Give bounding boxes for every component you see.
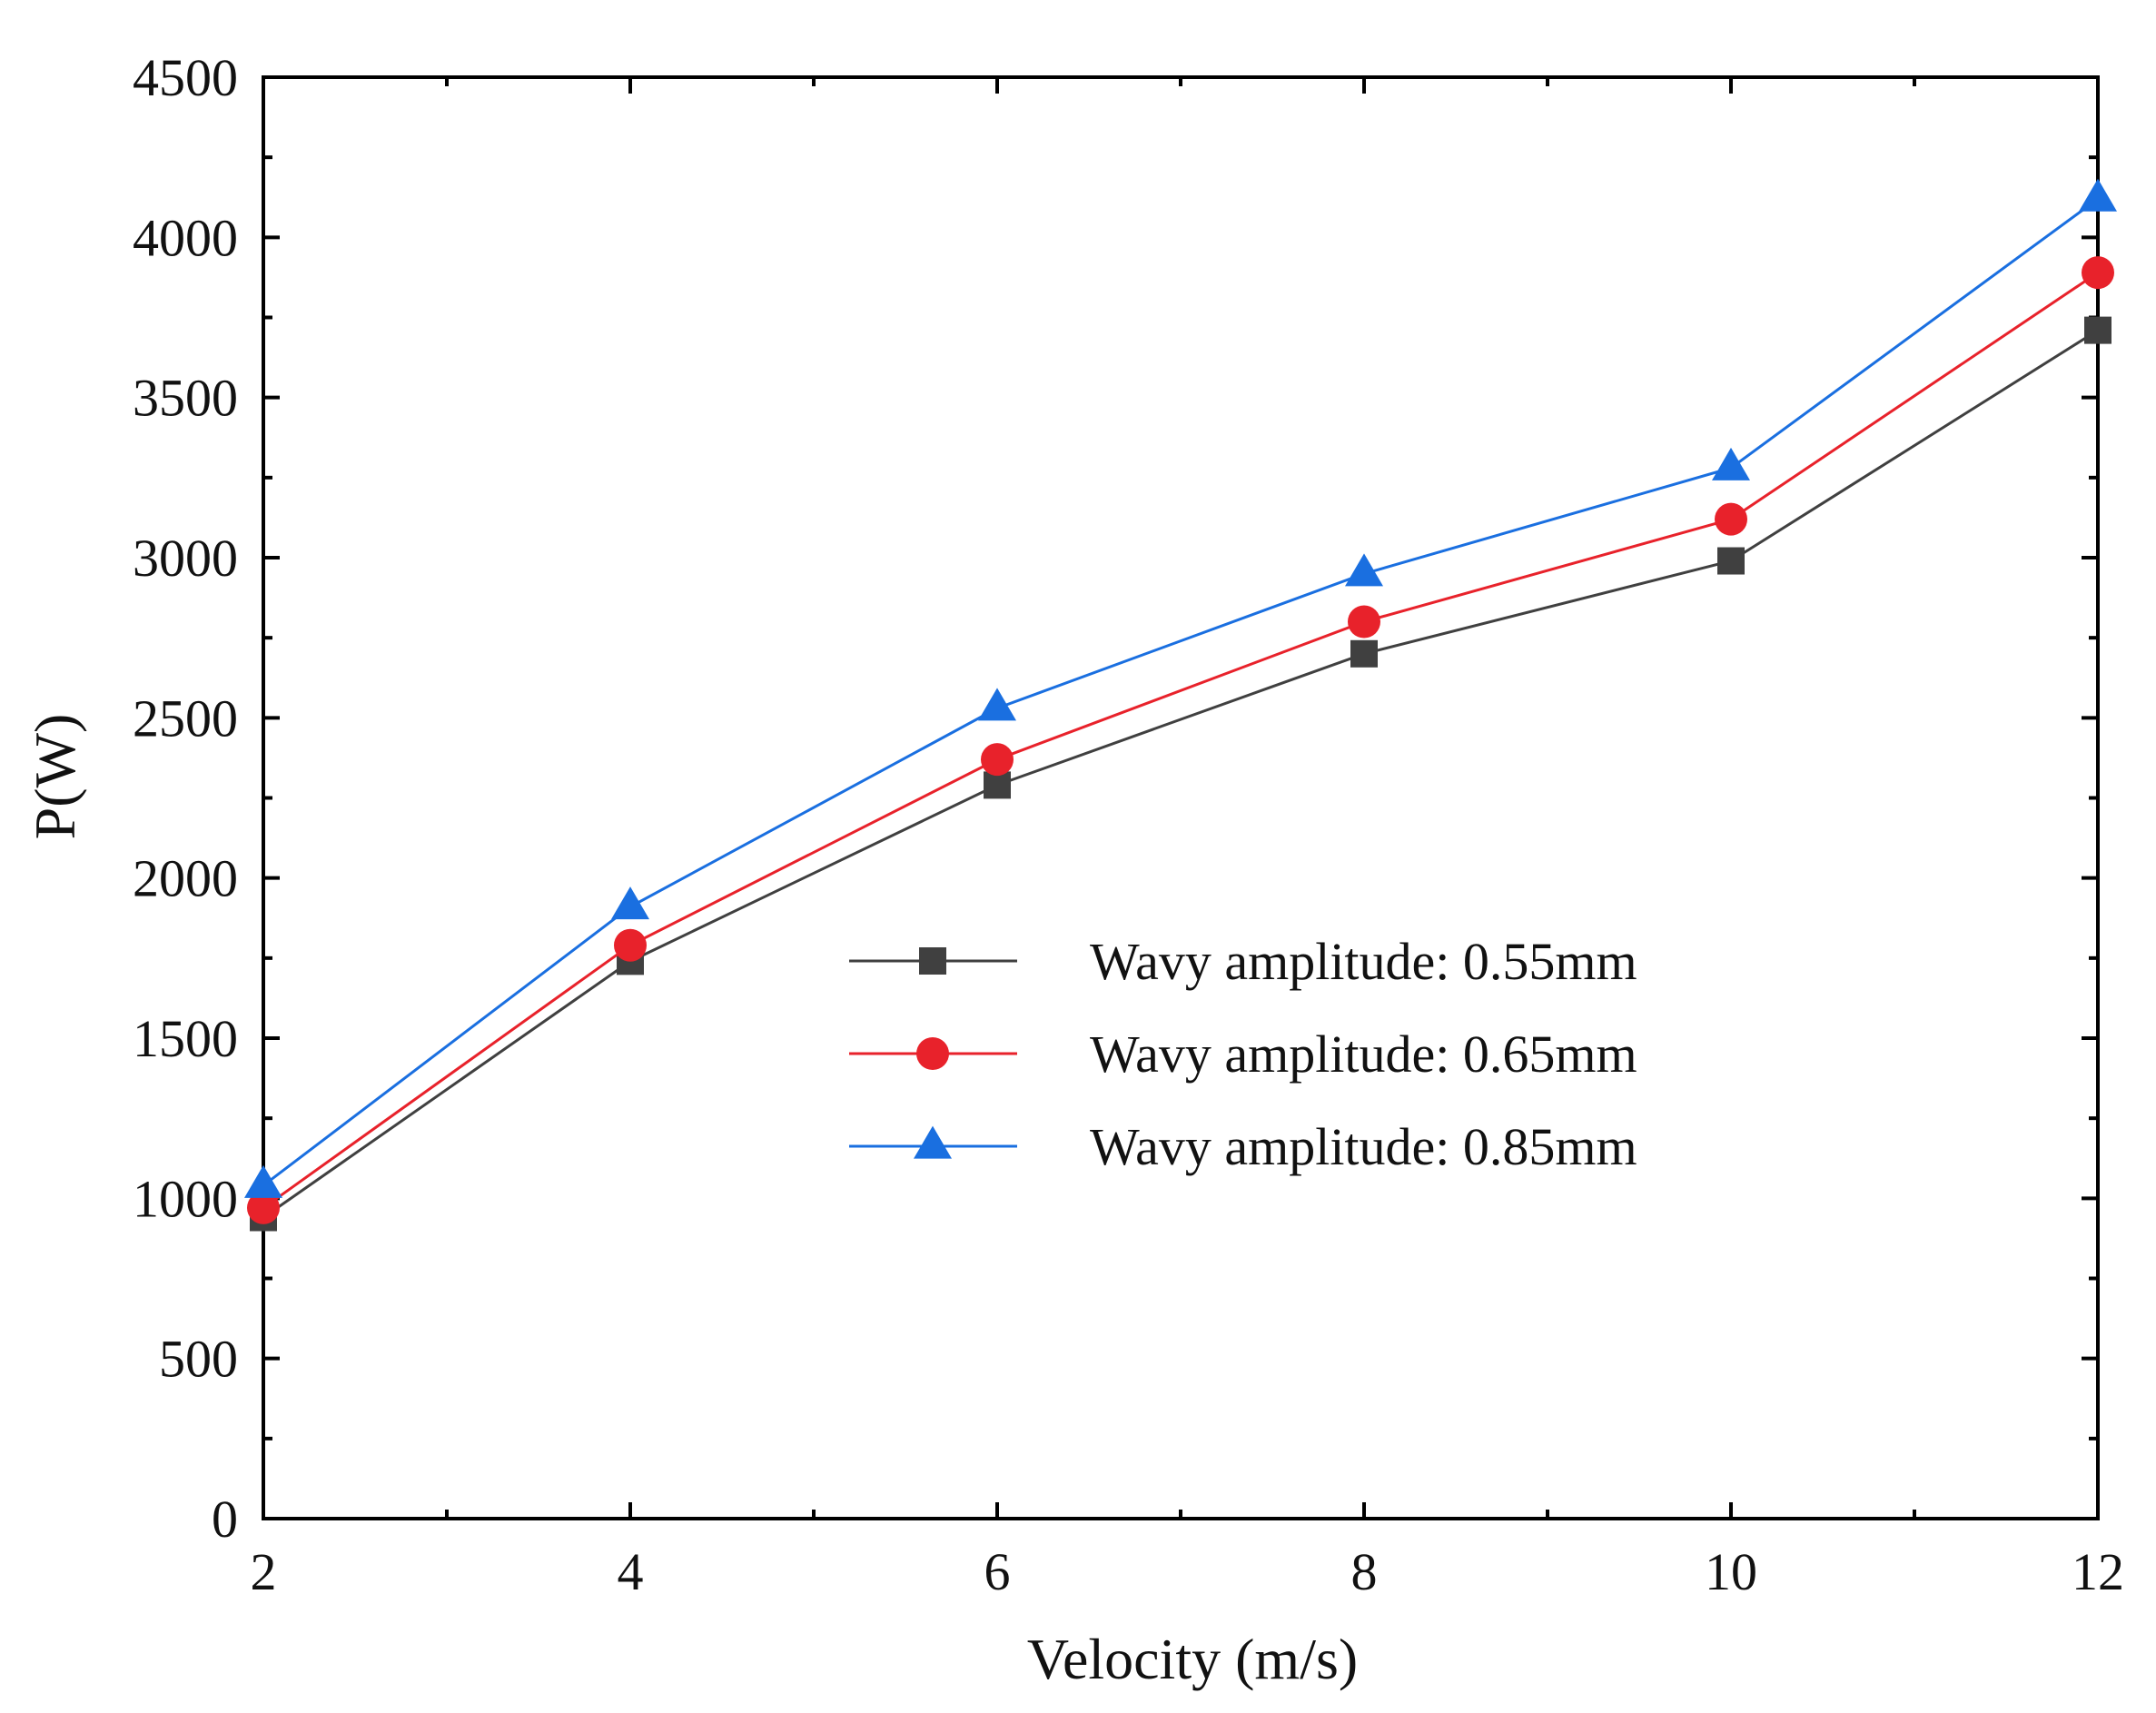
legend-label: Wavy amplitude: 0.85mm xyxy=(1090,1117,1637,1176)
series-line xyxy=(262,271,2099,1210)
series-3 xyxy=(244,178,2117,1198)
y-tick-label: 3000 xyxy=(133,529,238,588)
legend-item: Wavy amplitude: 0.55mm xyxy=(849,932,1637,991)
data-point xyxy=(1715,502,1747,536)
y-tick-label: 1000 xyxy=(133,1169,238,1228)
legend-item: Wavy amplitude: 0.65mm xyxy=(849,1025,1637,1084)
series-layer xyxy=(244,178,2117,1232)
x-axis-title: Velocity (m/s) xyxy=(1027,1627,1358,1691)
series-line xyxy=(262,197,2099,1187)
x-tick-label: 6 xyxy=(984,1542,1011,1601)
y-tick-label: 3500 xyxy=(133,369,238,428)
data-point xyxy=(611,886,649,920)
y-tick-label: 0 xyxy=(212,1490,238,1549)
y-tick-label: 2500 xyxy=(133,688,238,748)
legend-marker xyxy=(916,1037,949,1070)
data-point xyxy=(984,771,1011,799)
data-point xyxy=(1350,639,1378,668)
x-tick-label: 10 xyxy=(1705,1542,1757,1601)
data-point xyxy=(2082,256,2114,290)
x-tick-label: 8 xyxy=(1351,1542,1378,1601)
legend-item: Wavy amplitude: 0.85mm xyxy=(849,1117,1637,1176)
data-point xyxy=(614,928,647,962)
data-point xyxy=(247,1191,280,1224)
legend-marker xyxy=(914,1125,952,1159)
legend-label: Wavy amplitude: 0.55mm xyxy=(1090,932,1637,991)
x-tick-label: 12 xyxy=(2072,1542,2124,1601)
x-tick-label: 4 xyxy=(618,1542,644,1601)
legend-label: Wavy amplitude: 0.65mm xyxy=(1090,1025,1637,1084)
axes-layer: 2 4 6 8 10 12 0 500 1000 1500 2000 2500 3000 3500 4000… xyxy=(133,48,2124,1601)
y-tick-label: 2000 xyxy=(133,849,238,908)
y-tick-label: 4000 xyxy=(133,208,238,267)
plot-frame xyxy=(262,75,2100,1520)
data-point xyxy=(1717,547,1745,575)
data-point xyxy=(244,1164,282,1198)
x-tick-label: 2 xyxy=(251,1542,277,1601)
data-point xyxy=(978,688,1016,721)
data-point xyxy=(1712,447,1750,480)
y-tick-label: 4500 xyxy=(133,48,238,107)
data-point xyxy=(981,743,1014,777)
y-tick-label: 1500 xyxy=(133,1009,238,1068)
series-1 xyxy=(250,316,2111,1232)
series-line xyxy=(262,329,2099,1219)
y-tick-label: 500 xyxy=(159,1330,238,1389)
series-2 xyxy=(247,256,2114,1224)
data-point xyxy=(2079,178,2117,212)
data-point xyxy=(1345,553,1383,587)
y-axis-title: P(W) xyxy=(23,714,87,840)
legend-marker xyxy=(919,947,946,975)
data-point xyxy=(1348,605,1380,639)
data-point xyxy=(2084,316,2111,344)
legend: Wavy amplitude: 0.55mm Wavy amplitude: 0.… xyxy=(849,932,1637,1176)
